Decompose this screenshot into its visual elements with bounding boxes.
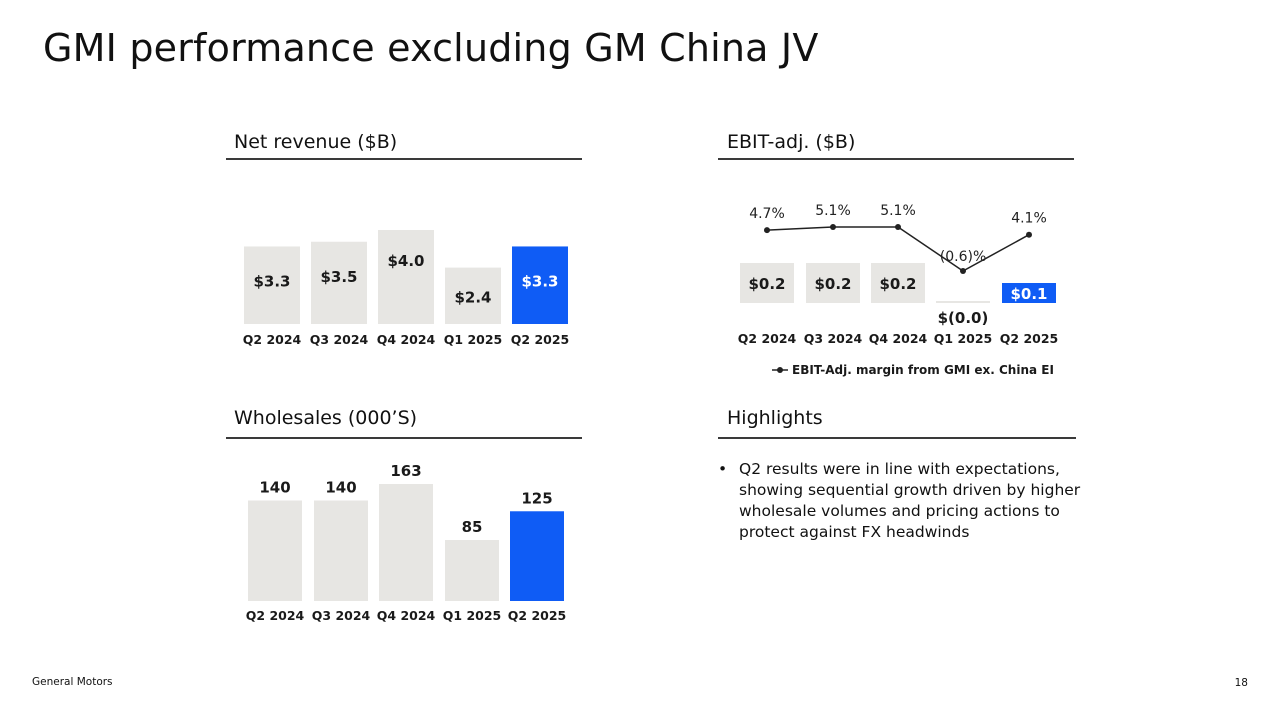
- category-label: Q3 2024: [310, 332, 369, 347]
- category-label: Q2 2025: [511, 332, 569, 347]
- bar-value-label: 140: [259, 479, 290, 497]
- category-label: Q2 2024: [738, 331, 797, 346]
- margin-point: [895, 224, 901, 230]
- bar-value-label: $0.2: [879, 275, 916, 293]
- bar-value-label: 125: [521, 489, 552, 507]
- bar-2-0: [248, 500, 302, 601]
- bar-2-3: [445, 539, 499, 601]
- highlights-panel-title: Highlights: [727, 407, 823, 429]
- category-label: Q4 2024: [377, 608, 436, 623]
- margin-label: 4.1%: [1011, 211, 1047, 227]
- bar-value-label: 163: [390, 462, 421, 480]
- ebit-title-rule: [718, 158, 1074, 160]
- category-label: Q4 2024: [869, 331, 928, 346]
- bar-value-label: $3.3: [521, 272, 558, 290]
- bar-2-1: [314, 500, 368, 601]
- bar-value-label: 85: [462, 518, 483, 536]
- bar-0-4: [512, 246, 568, 324]
- bar-2-4: [510, 511, 564, 601]
- bar-0-0: [244, 246, 300, 324]
- margin-label: 5.1%: [880, 203, 916, 219]
- bar-value-label: 140: [325, 479, 356, 497]
- bar-1-0: [740, 263, 794, 303]
- margin-point: [764, 227, 770, 234]
- bar-0-1: [311, 241, 367, 324]
- legend-label: EBIT-Adj. margin from GMI ex. China EI: [792, 363, 1054, 377]
- bar-value-label: $(0.0): [938, 309, 989, 327]
- margin-point: [960, 268, 966, 274]
- bar-0-2: [378, 230, 434, 324]
- bar-value-label: $3.3: [253, 272, 290, 290]
- category-label: Q2 2024: [246, 608, 305, 623]
- page-number: 18: [1234, 677, 1248, 689]
- bar-value-label: $3.5: [320, 268, 357, 286]
- category-label: Q3 2024: [804, 331, 863, 346]
- bar-2-2: [379, 484, 433, 601]
- bar-value-label: $0.2: [814, 275, 851, 293]
- category-label: Q1 2025: [443, 608, 501, 623]
- margin-label: 4.7%: [749, 206, 785, 222]
- margin-label: (0.6)%: [940, 249, 987, 265]
- bar-value-label: $0.1: [1010, 285, 1047, 303]
- category-label: Q1 2025: [934, 331, 992, 346]
- category-label: Q2 2024: [243, 332, 302, 347]
- category-label: Q1 2025: [444, 332, 502, 347]
- category-label: Q4 2024: [377, 332, 436, 347]
- footer-company: General Motors: [32, 676, 113, 688]
- wholesales-title-rule: [226, 437, 582, 439]
- margin-label: 5.1%: [815, 203, 851, 219]
- margin-point: [1026, 231, 1032, 238]
- ebit-panel-title: EBIT-adj. ($B): [727, 131, 856, 153]
- bar-1-3: [936, 301, 990, 303]
- bar-value-label: $2.4: [454, 289, 491, 307]
- revenue-title-rule: [226, 158, 582, 160]
- bar-0-3: [445, 267, 501, 324]
- highlights-list: Q2 results were in line with expectation…: [718, 459, 1098, 543]
- page-title: GMI performance excluding GM China JV: [43, 26, 819, 70]
- highlight-bullet: Q2 results were in line with expectation…: [718, 459, 1098, 543]
- revenue-panel-title: Net revenue ($B): [234, 131, 398, 153]
- highlights-title-rule: [718, 437, 1076, 439]
- category-label: Q2 2025: [1000, 331, 1058, 346]
- wholesales-panel-title: Wholesales (000’S): [234, 407, 418, 429]
- category-label: Q2 2025: [508, 608, 566, 623]
- category-label: Q3 2024: [312, 608, 371, 623]
- bar-1-4: [1002, 283, 1056, 303]
- bar-1-2: [871, 263, 925, 303]
- legend-marker: [777, 367, 783, 373]
- bar-1-1: [806, 263, 860, 303]
- bar-value-label: $4.0: [387, 252, 424, 270]
- margin-point: [830, 224, 836, 230]
- bar-value-label: $0.2: [748, 275, 785, 293]
